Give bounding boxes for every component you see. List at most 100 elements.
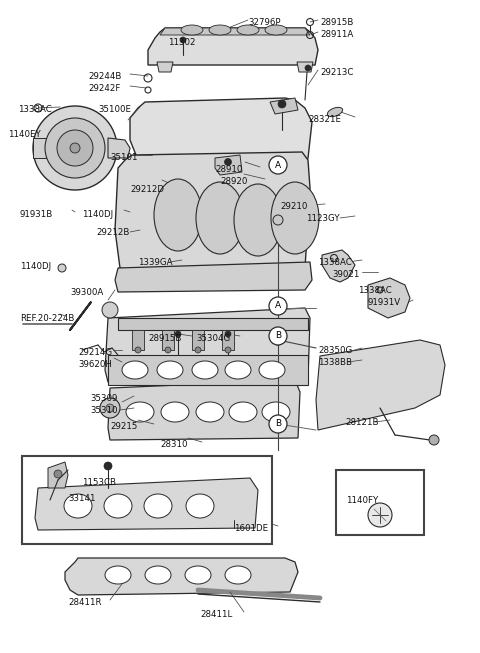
Ellipse shape [196, 182, 244, 254]
Text: 1123GY: 1123GY [306, 214, 340, 223]
Circle shape [429, 435, 439, 445]
Circle shape [135, 347, 141, 353]
Polygon shape [148, 28, 318, 65]
Circle shape [58, 264, 66, 272]
Ellipse shape [262, 402, 290, 422]
Ellipse shape [64, 494, 92, 518]
Text: 1338AC: 1338AC [18, 105, 52, 114]
Ellipse shape [161, 402, 189, 422]
Text: 28411L: 28411L [200, 610, 232, 619]
Ellipse shape [192, 361, 218, 379]
Circle shape [305, 65, 311, 71]
Text: 29215: 29215 [110, 422, 137, 431]
Text: 28915B: 28915B [320, 18, 353, 27]
Text: 33141: 33141 [68, 494, 96, 503]
Text: 1140EY: 1140EY [8, 130, 41, 139]
Ellipse shape [225, 566, 251, 584]
Text: 28910: 28910 [215, 165, 242, 174]
Text: 29244B: 29244B [88, 72, 121, 81]
Text: 28350G: 28350G [318, 346, 352, 355]
Text: B: B [275, 419, 281, 428]
FancyBboxPatch shape [22, 456, 272, 544]
Circle shape [269, 156, 287, 174]
Text: 29242F: 29242F [88, 84, 120, 93]
Polygon shape [368, 278, 410, 318]
Text: 1338AC: 1338AC [358, 286, 392, 295]
Text: 91931B: 91931B [20, 210, 53, 219]
Bar [222, 330, 234, 350]
Polygon shape [108, 380, 300, 440]
Text: 35100E: 35100E [98, 105, 131, 114]
Text: 32796P: 32796P [248, 18, 280, 27]
Ellipse shape [181, 25, 203, 35]
Polygon shape [35, 478, 258, 530]
FancyBboxPatch shape [336, 470, 424, 535]
Text: 28920: 28920 [220, 177, 247, 186]
Circle shape [105, 462, 111, 470]
Text: 39300A: 39300A [70, 288, 103, 297]
Text: B: B [275, 332, 281, 340]
Text: 28915B: 28915B [148, 334, 181, 343]
Polygon shape [130, 98, 312, 170]
Bar [108, 355, 308, 385]
Text: 11302: 11302 [168, 38, 195, 47]
Ellipse shape [225, 361, 251, 379]
Text: 29213C: 29213C [320, 68, 353, 77]
Text: 29214G: 29214G [78, 348, 112, 357]
Ellipse shape [144, 494, 172, 518]
Text: 1339GA: 1339GA [138, 258, 172, 267]
Circle shape [175, 331, 181, 337]
Ellipse shape [105, 566, 131, 584]
Text: 29212D: 29212D [130, 185, 164, 194]
Text: 28121B: 28121B [345, 418, 379, 427]
Text: 35304G: 35304G [196, 334, 230, 343]
Text: 1140FY: 1140FY [346, 496, 378, 505]
Polygon shape [157, 62, 173, 72]
Text: 39620H: 39620H [78, 360, 112, 369]
Ellipse shape [271, 182, 319, 254]
Bar [192, 330, 204, 350]
Polygon shape [297, 62, 313, 72]
Polygon shape [105, 308, 310, 382]
Text: 28321E: 28321E [308, 115, 341, 124]
Circle shape [195, 347, 201, 353]
Ellipse shape [122, 361, 148, 379]
Ellipse shape [237, 25, 259, 35]
Ellipse shape [126, 402, 154, 422]
Polygon shape [65, 558, 298, 595]
Polygon shape [270, 98, 298, 114]
Bar [162, 330, 174, 350]
Circle shape [102, 302, 118, 318]
Bar [118, 318, 308, 330]
Ellipse shape [104, 494, 132, 518]
Text: 39021: 39021 [332, 270, 360, 279]
Circle shape [225, 159, 231, 165]
Bar [132, 330, 144, 350]
Circle shape [106, 404, 114, 412]
Text: 1140DJ: 1140DJ [20, 262, 51, 271]
Text: REF.20-224B: REF.20-224B [20, 314, 74, 323]
Ellipse shape [327, 107, 343, 117]
Text: 1338AC: 1338AC [318, 258, 352, 267]
Polygon shape [322, 250, 355, 282]
Circle shape [180, 37, 186, 43]
Text: 1338BB: 1338BB [318, 358, 352, 367]
Text: 1153CB: 1153CB [82, 478, 116, 487]
Text: 35310: 35310 [90, 406, 118, 415]
Circle shape [368, 503, 392, 527]
Circle shape [100, 398, 120, 418]
Circle shape [54, 470, 62, 478]
Text: 1601DE: 1601DE [234, 524, 268, 533]
Ellipse shape [154, 179, 202, 251]
Ellipse shape [229, 402, 257, 422]
Polygon shape [33, 138, 50, 158]
Circle shape [273, 335, 283, 345]
Circle shape [269, 415, 287, 433]
Text: 35309: 35309 [90, 394, 118, 403]
Text: 91931V: 91931V [368, 298, 401, 307]
Ellipse shape [234, 184, 282, 256]
Text: 29212B: 29212B [96, 228, 130, 237]
Polygon shape [316, 340, 445, 430]
Polygon shape [48, 462, 68, 488]
Text: 1140DJ: 1140DJ [82, 210, 113, 219]
